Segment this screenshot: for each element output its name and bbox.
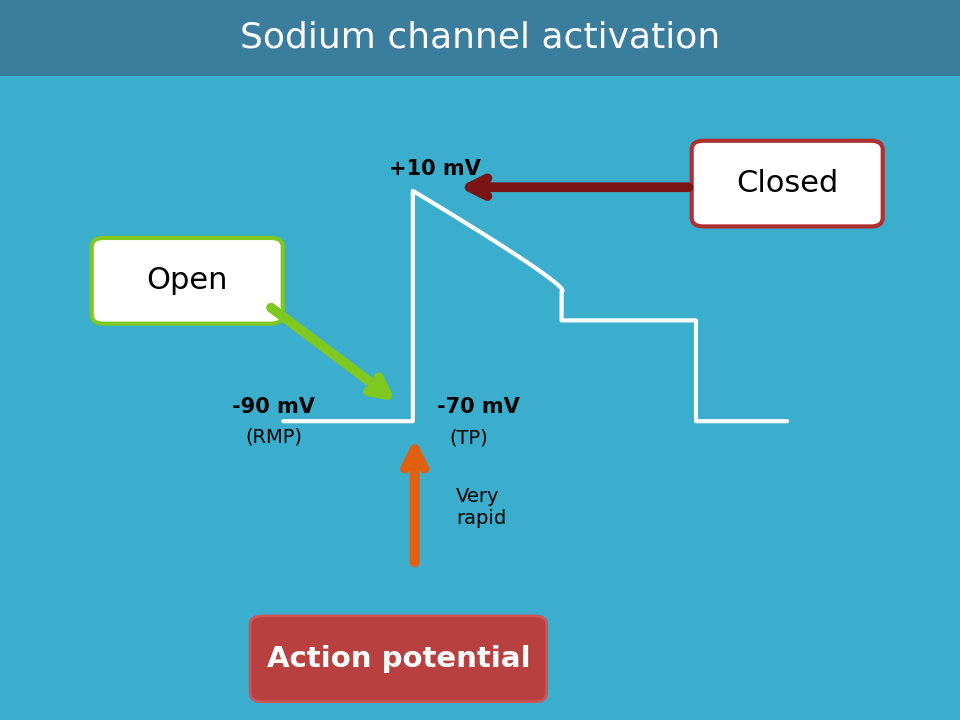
Text: Action potential: Action potential	[267, 645, 530, 672]
Text: (RMP): (RMP)	[245, 428, 302, 446]
Text: -90 mV: -90 mV	[232, 397, 315, 417]
Text: -70 mV: -70 mV	[437, 397, 519, 417]
FancyBboxPatch shape	[691, 141, 882, 226]
FancyBboxPatch shape	[250, 616, 546, 701]
FancyBboxPatch shape	[92, 238, 282, 324]
Text: (TP): (TP)	[449, 428, 488, 447]
Text: Sodium channel activation: Sodium channel activation	[240, 21, 720, 55]
Text: Very
rapid: Very rapid	[456, 487, 506, 528]
FancyBboxPatch shape	[0, 0, 960, 76]
Text: Closed: Closed	[736, 169, 838, 198]
Text: Open: Open	[147, 266, 228, 295]
Text: +10 mV: +10 mV	[389, 159, 481, 179]
